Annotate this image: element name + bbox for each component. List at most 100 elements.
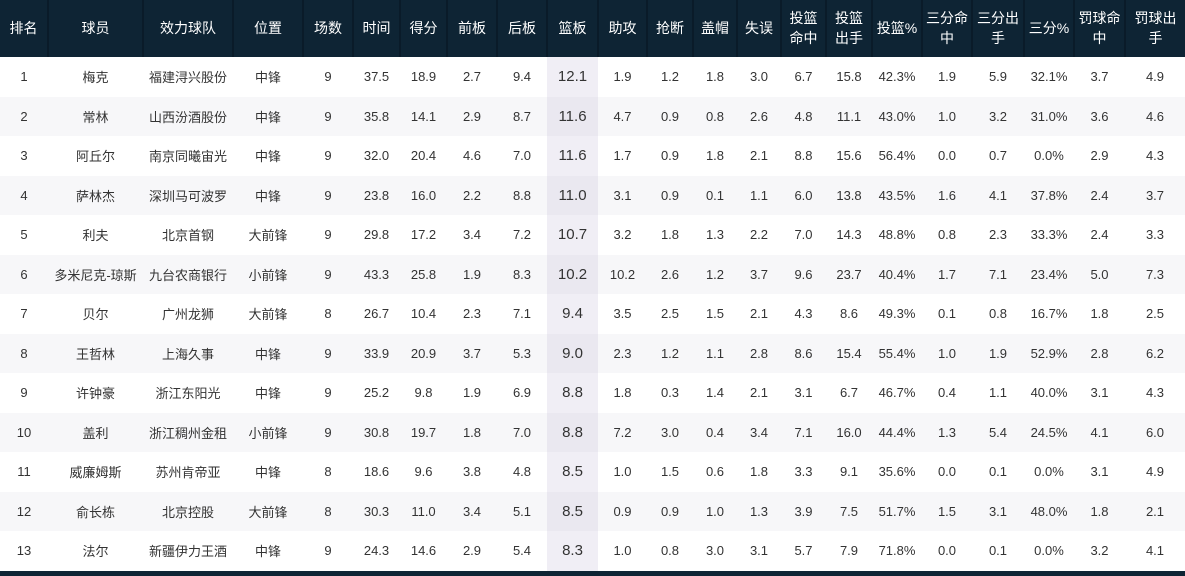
cell-rebounds: 11.6 [547, 136, 598, 176]
cell-turnovers: 3.4 [749, 424, 769, 440]
cell-minutes: 33.9 [363, 345, 390, 361]
column-header-assists[interactable]: 助攻 [598, 0, 648, 57]
cell-fg-attempts: 14.3 [836, 227, 862, 243]
cell-turnovers: 3.1 [749, 543, 769, 559]
cell-team: 上海久事 [161, 346, 214, 362]
cell-team: 新疆伊力王酒 [148, 544, 227, 560]
table-row: 12 俞长栋 北京控股 大前锋 8 30.3 11.0 3.4 5.1 8.5 … [0, 491, 1185, 531]
column-header-fg-attempts[interactable]: 投篮出手 [826, 0, 873, 57]
cell-three-pct: 33.3% [1030, 227, 1068, 243]
cell-minutes: 24.3 [363, 543, 390, 559]
cell-blocks: 0.1 [705, 187, 725, 203]
cell-fg-pct: 43.5% [878, 187, 916, 203]
column-header-fg-made[interactable]: 投篮命中 [781, 0, 827, 57]
cell-three-made: 1.0 [937, 108, 957, 124]
cell-def-rebounds: 9.4 [512, 69, 532, 85]
cell-rebounds: 8.5 [547, 491, 598, 531]
cell-rank: 9 [20, 385, 28, 401]
cell-rank: 6 [20, 266, 28, 282]
cell-fg-attempts: 23.7 [836, 266, 862, 282]
cell-three-attempts: 3.2 [988, 108, 1008, 124]
cell-position: 中锋 [254, 465, 281, 481]
cell-ft-attempts: 3.3 [1145, 227, 1165, 243]
column-header-player[interactable]: 球员 [48, 0, 144, 57]
cell-fg-pct: 35.6% [878, 464, 916, 480]
cell-player: 利夫 [82, 228, 109, 244]
column-header-blocks[interactable]: 盖帽 [693, 0, 738, 57]
column-header-rebounds[interactable]: 篮板 [547, 0, 599, 57]
cell-steals: 2.6 [660, 266, 680, 282]
column-header-position[interactable]: 位置 [233, 0, 304, 57]
cell-off-rebounds: 1.9 [462, 385, 482, 401]
cell-ft-made: 3.2 [1090, 543, 1109, 559]
cell-ft-attempts: 6.2 [1145, 345, 1165, 361]
table-row: 7 贝尔 广州龙狮 大前锋 8 26.7 10.4 2.3 7.1 9.4 3.… [0, 294, 1185, 334]
cell-def-rebounds: 7.1 [512, 306, 532, 322]
cell-player: 许钟豪 [75, 386, 115, 402]
cell-fg-made: 3.9 [794, 503, 813, 519]
cell-assists: 2.3 [613, 345, 632, 361]
cell-ft-attempts: 4.1 [1145, 543, 1165, 559]
table-row: 3 阿丘尔 南京同曦宙光 中锋 9 32.0 20.4 4.6 7.0 11.6… [0, 136, 1185, 176]
cell-ft-attempts: 4.9 [1145, 69, 1165, 85]
cell-def-rebounds: 8.8 [512, 187, 532, 203]
table-row: 5 利夫 北京首钢 大前锋 9 29.8 17.2 3.4 7.2 10.7 3… [0, 215, 1185, 255]
column-header-rank[interactable]: 排名 [0, 0, 49, 57]
cell-team: 南京同曦宙光 [148, 149, 227, 165]
column-header-ft-made[interactable]: 罚球命中 [1074, 0, 1126, 57]
cell-three-made: 1.6 [937, 187, 957, 203]
cell-three-pct: 0.0% [1034, 543, 1064, 559]
cell-ft-attempts: 2.1 [1145, 503, 1165, 519]
cell-ft-made: 1.8 [1090, 306, 1109, 322]
cell-fg-made: 3.3 [794, 464, 813, 480]
column-header-points[interactable]: 得分 [400, 0, 448, 57]
cell-rank: 7 [20, 306, 28, 322]
cell-off-rebounds: 3.4 [462, 227, 482, 243]
cell-fg-pct: 46.7% [878, 385, 916, 401]
column-header-turnovers[interactable]: 失误 [737, 0, 782, 57]
table-row: 2 常林 山西汾酒股份 中锋 9 35.8 14.1 2.9 8.7 11.6 … [0, 96, 1185, 136]
column-header-ft-attempts[interactable]: 罚球出手 [1125, 0, 1185, 57]
table-header-row: 排名 球员 效力球队 位置 场数 时间 得分 前板 后板 篮板 助攻 抢断 盖帽… [0, 0, 1185, 57]
cell-position: 中锋 [254, 70, 281, 86]
cell-fg-pct: 49.3% [878, 306, 916, 322]
cell-def-rebounds: 7.2 [512, 227, 532, 243]
cell-fg-attempts: 15.6 [836, 148, 862, 164]
table-row: 6 多米尼克-琼斯 九台农商银行 小前锋 9 43.3 25.8 1.9 8.3… [0, 254, 1185, 294]
cell-rebounds: 9.4 [547, 294, 598, 334]
cell-player: 常林 [82, 109, 109, 125]
cell-points: 14.6 [410, 543, 437, 559]
column-header-off-rebounds[interactable]: 前板 [447, 0, 498, 57]
cell-def-rebounds: 8.7 [512, 108, 532, 124]
column-header-three-attempts[interactable]: 三分出手 [972, 0, 1025, 57]
cell-rebounds: 8.3 [547, 531, 598, 571]
cell-minutes: 32.0 [363, 148, 390, 164]
cell-fg-pct: 55.4% [878, 345, 916, 361]
column-header-three-made[interactable]: 三分命中 [922, 0, 973, 57]
cell-three-attempts: 1.9 [988, 345, 1008, 361]
column-header-three-pct[interactable]: 三分% [1024, 0, 1075, 57]
column-header-games[interactable]: 场数 [303, 0, 354, 57]
cell-off-rebounds: 3.8 [462, 464, 482, 480]
cell-three-pct: 31.0% [1030, 108, 1068, 124]
cell-three-made: 1.5 [937, 503, 957, 519]
cell-three-pct: 37.8% [1030, 187, 1068, 203]
cell-points: 17.2 [410, 227, 437, 243]
cell-team: 九台农商银行 [148, 267, 227, 283]
cell-team: 浙江东阳光 [155, 386, 221, 402]
column-header-def-rebounds[interactable]: 后板 [497, 0, 548, 57]
cell-games: 9 [324, 543, 332, 559]
column-header-team[interactable]: 效力球队 [143, 0, 234, 57]
column-header-minutes[interactable]: 时间 [353, 0, 401, 57]
cell-ft-made: 2.4 [1090, 227, 1109, 243]
cell-off-rebounds: 2.3 [462, 306, 482, 322]
cell-fg-made: 6.7 [794, 69, 813, 85]
cell-position: 中锋 [254, 386, 281, 402]
cell-assists: 1.8 [613, 385, 632, 401]
cell-games: 9 [324, 385, 332, 401]
cell-steals: 0.9 [660, 148, 680, 164]
cell-ft-made: 3.7 [1090, 69, 1109, 85]
cell-three-pct: 48.0% [1030, 503, 1068, 519]
column-header-fg-pct[interactable]: 投篮% [872, 0, 923, 57]
column-header-steals[interactable]: 抢断 [647, 0, 694, 57]
